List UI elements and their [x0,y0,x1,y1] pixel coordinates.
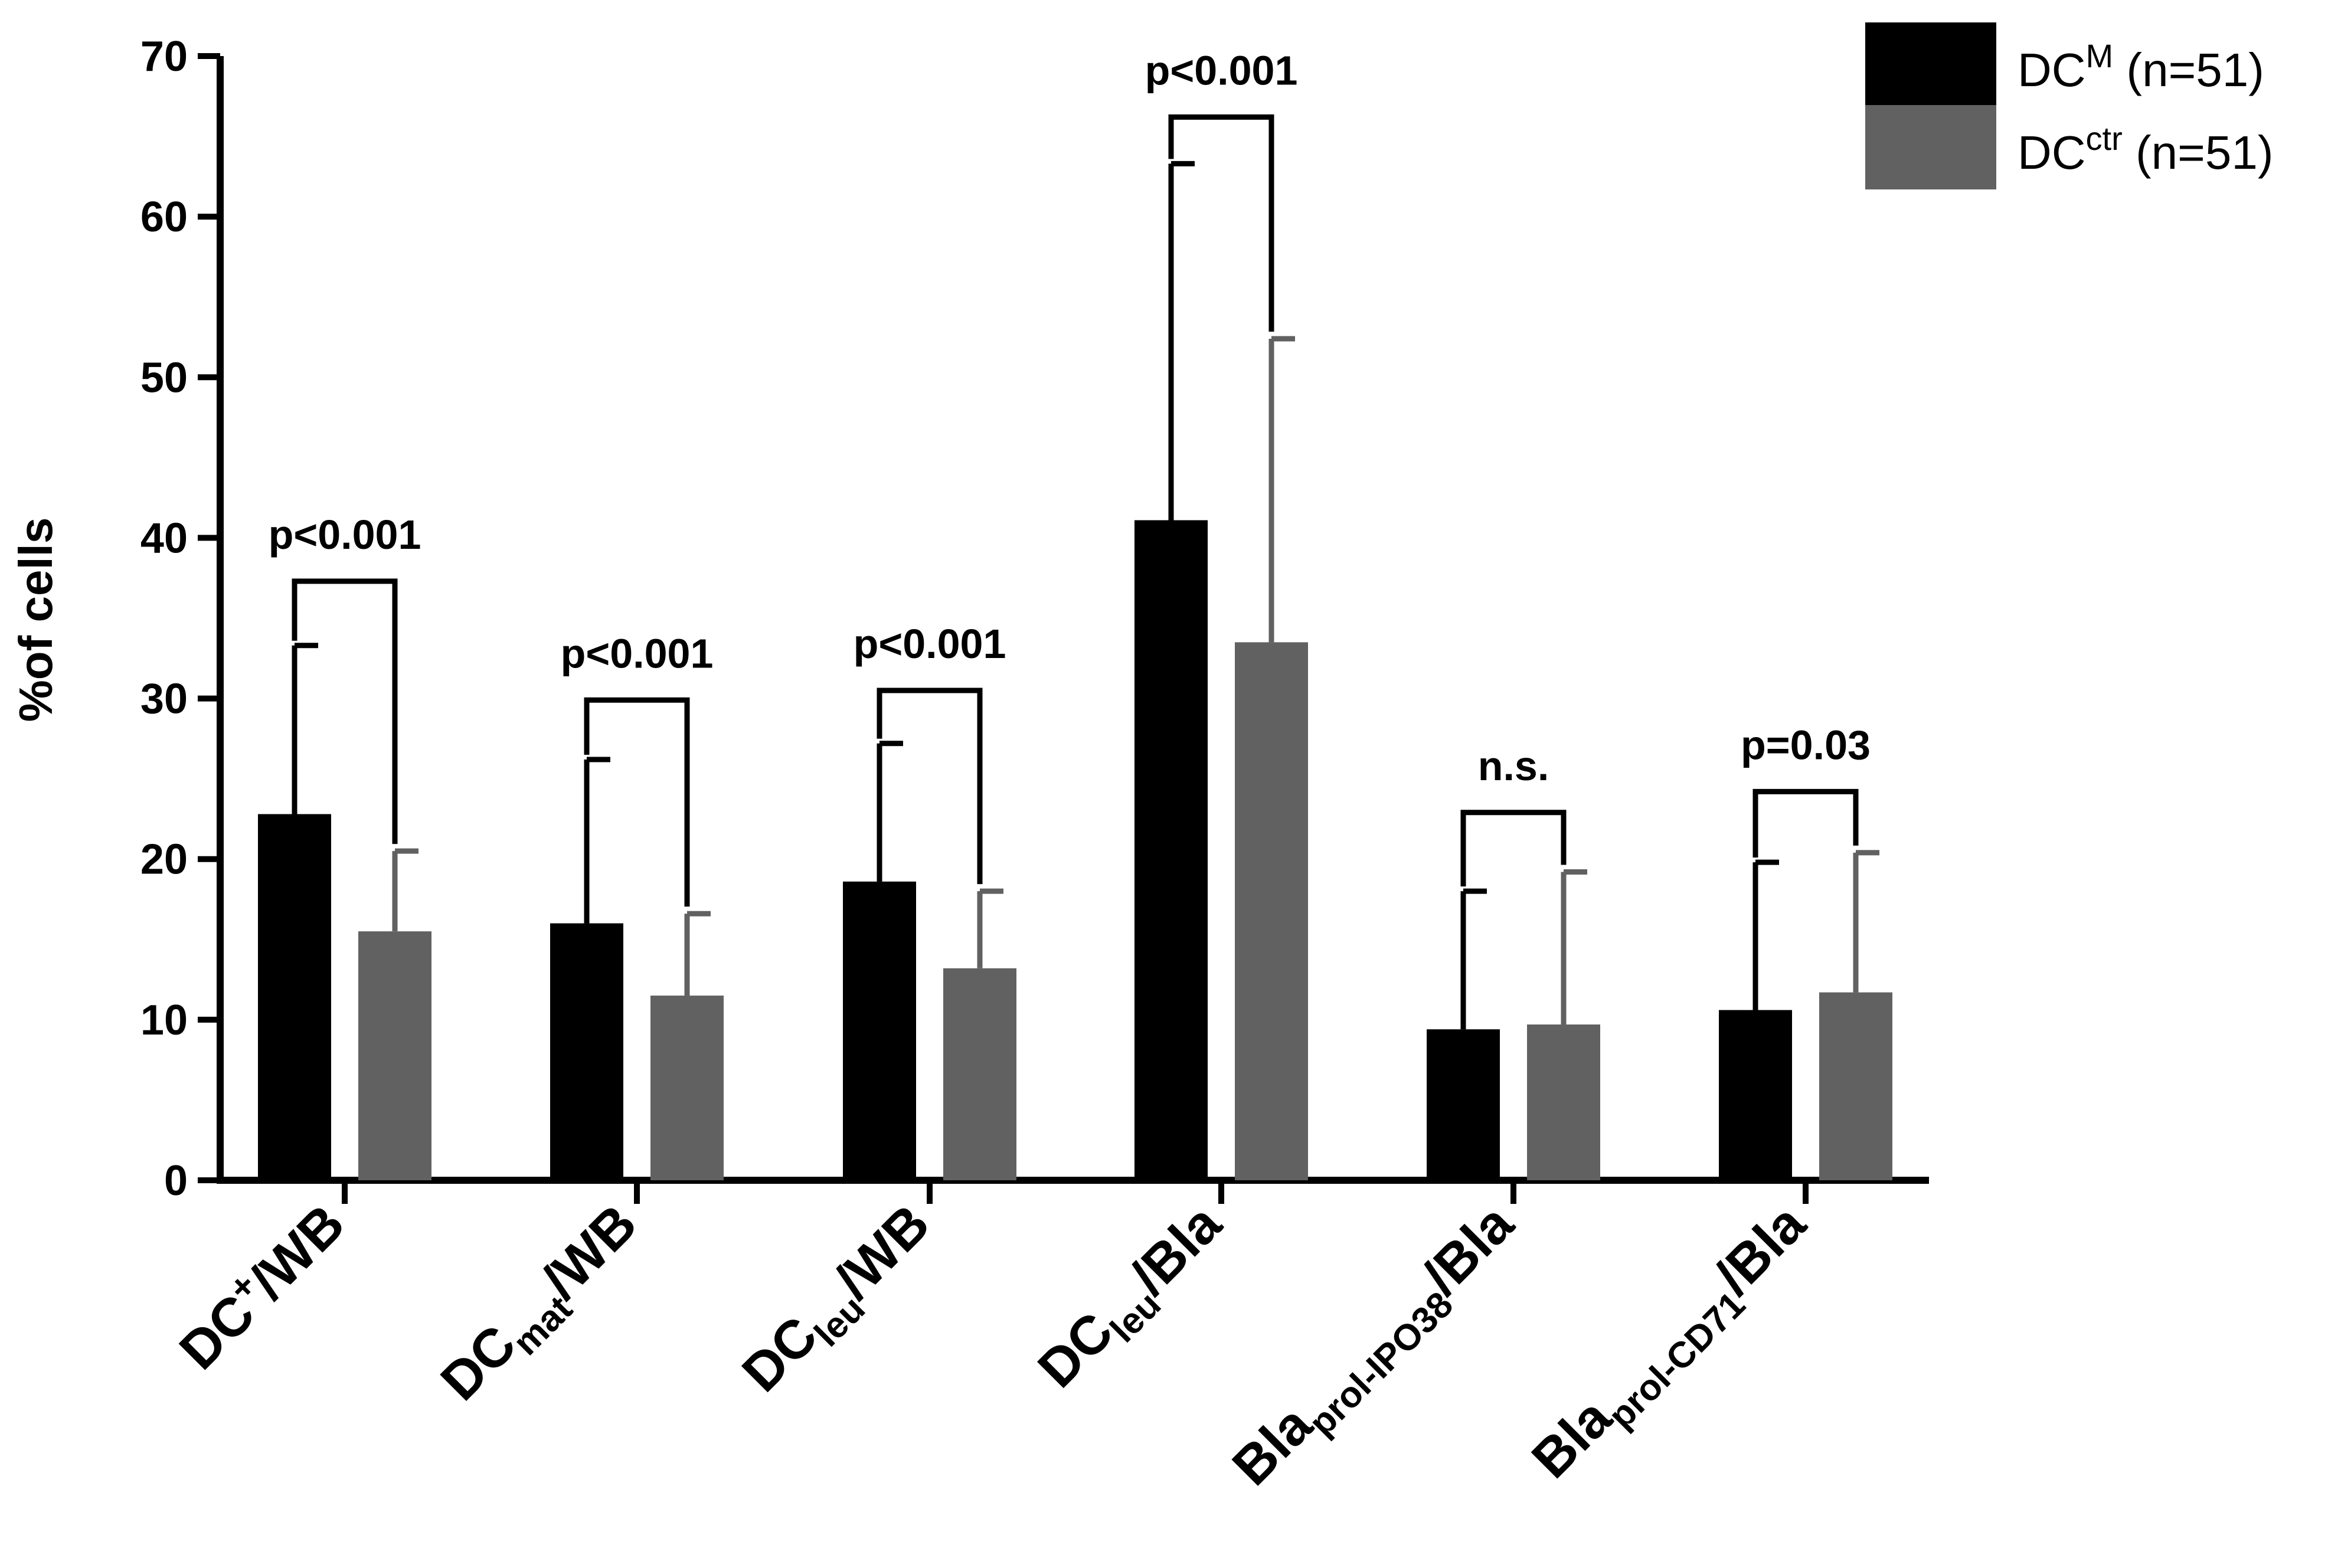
bar-dcctr-2 [943,968,1016,1180]
category-label: Blaprol-IPO38/Bla [1221,1193,1532,1503]
significance-label: p=0.03 [1741,722,1871,768]
y-tick-label: 20 [140,836,188,883]
category-label: DCleu/WB [731,1193,947,1410]
bar-dcm-2 [843,881,916,1180]
significance-bracket [1752,788,1859,858]
category-label: Blaprol-CD71/Bla [1521,1193,1824,1496]
legend-label-tail: (n=51) [2113,44,2264,96]
y-tick-label: 60 [140,194,188,241]
y-tick-label: 10 [140,997,188,1044]
bar-dcm-3 [1134,520,1208,1180]
legend-label: DCM (n=51) [2018,37,2264,96]
legend-label-sup: ctr [2086,120,2123,157]
y-tick-label: 30 [140,676,188,723]
y-tick-label: 40 [140,515,188,562]
significance-label: p<0.001 [561,630,714,676]
bar-dcm-5 [1719,1010,1792,1180]
bar-dcctr-3 [1235,642,1308,1180]
bar-dcm-4 [1427,1029,1500,1180]
category-label: DCmat/WB [430,1193,655,1419]
y-tick-label: 70 [140,33,188,80]
category-label-sub: prol-CD71 [1601,1284,1753,1436]
legend-label-tail: (n=51) [2123,126,2274,179]
significance-bracket [584,697,690,907]
significance-label: p<0.001 [1145,47,1298,93]
legend-swatch [1865,105,1996,189]
significance-bracket [292,578,398,844]
legend-label-sup: M [2086,37,2114,74]
category-label: DCleu/Bla [1026,1193,1240,1406]
significance-label: p<0.001 [269,512,421,558]
y-tick-label: 0 [164,1157,188,1204]
significance-label: n.s. [1478,743,1549,789]
legend-label: DCctr (n=51) [2018,120,2273,179]
bar-dcctr-4 [1527,1024,1600,1180]
legend-label-main: DC [2018,126,2086,179]
significance-label: p<0.001 [854,621,1006,667]
y-tick-label: 50 [140,354,188,401]
bar-dcm-0 [258,814,331,1180]
significance-bracket [877,688,983,885]
bar-dcm-1 [550,923,623,1180]
bar-dcctr-1 [650,996,724,1180]
bar-dcctr-5 [1819,992,1892,1180]
legend-swatch [1865,22,1996,107]
y-axis-title: %of cells [9,518,62,722]
category-label: DC+/WB [165,1190,356,1381]
significance-bracket [1460,810,1567,887]
legend-label-main: DC [2018,44,2086,96]
bar-dcctr-0 [358,931,431,1180]
legend: DCM (n=51)DCctr (n=51) [1865,22,2273,189]
category-label-sub: prol-IPO38 [1302,1284,1461,1443]
significance-bracket [1168,114,1274,332]
